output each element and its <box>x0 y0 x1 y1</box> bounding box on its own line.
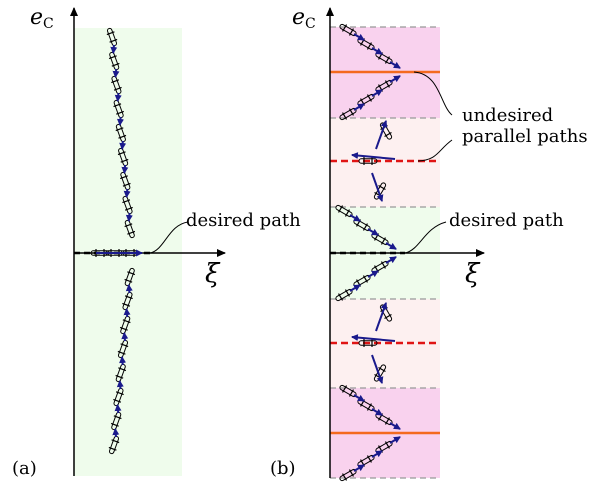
a-upper-arrow-3 <box>123 188 131 198</box>
panel-a-y-axis-label: eC <box>30 5 54 32</box>
b-red1-arrow-left <box>351 152 396 160</box>
a-upper-vehicle-5 <box>115 123 127 143</box>
b-red1-vehicle <box>358 157 378 165</box>
panel-a-vehicle-traces <box>90 27 143 455</box>
panel-b-annotation-undesired-1: undesired <box>462 105 553 126</box>
b-bot-up-arrow-1 <box>389 422 401 430</box>
b-bot-up-arrow-2 <box>371 408 383 416</box>
a-upper-arrow-8 <box>112 68 120 78</box>
b-top-down-arrow-3 <box>353 103 365 111</box>
a-upper-arrow-6 <box>116 116 124 126</box>
a-lower-arrow-8 <box>112 428 120 438</box>
a-lower-arrow-6 <box>116 380 124 390</box>
a-lower-arrow-3 <box>123 308 131 318</box>
b-mid-up-arrow-1 <box>385 242 397 250</box>
panel-a-tag: (a) <box>12 458 37 479</box>
a-upper-arrow-5 <box>119 140 127 150</box>
panel-b-annotation-desired: desired path <box>449 210 564 231</box>
a-lower-arrow-2 <box>125 284 133 294</box>
a-upper-arrow-9 <box>110 44 118 54</box>
b-top-up-arrow-3 <box>353 33 365 41</box>
b-red2-arrow-up <box>375 302 388 332</box>
b-mid-down-arrow-2 <box>367 270 379 278</box>
a-upper-arrow-2 <box>125 212 133 222</box>
b-top-down-arrow-1 <box>389 75 401 83</box>
panel-b-annotation-undesired-2: parallel paths <box>462 126 588 147</box>
b-bot-down-arrow-2 <box>371 450 383 458</box>
b-top-up-arrow-2 <box>371 47 383 55</box>
b-mid-up-arrow-3 <box>349 214 361 222</box>
a-upper-arrow-4 <box>121 164 129 174</box>
panel-b-undesired-leader <box>413 71 453 162</box>
b-mid-up-arrow-2 <box>367 228 379 236</box>
b-top-up-arrow-1 <box>389 61 401 69</box>
panel-a-annotation: desired path <box>186 210 301 231</box>
panel-b-x-axis-label: ξ <box>465 259 481 289</box>
panel-b-boundaries <box>330 26 440 479</box>
panel-a-x-axis-label: ξ <box>205 259 221 289</box>
b-bot-up-arrow-3 <box>353 394 365 402</box>
a-upper-arrow-7 <box>114 92 122 102</box>
b-top-down-arrow-2 <box>371 89 383 97</box>
a-lower-arrow-4 <box>121 332 129 342</box>
b-mid-down-arrow-3 <box>349 284 361 292</box>
b-bot-down-arrow-1 <box>389 436 401 444</box>
b-red2-arrow-left <box>351 334 396 342</box>
a-lower-vehicle-4 <box>117 339 129 359</box>
b-red1-arrow-up <box>375 120 388 150</box>
a-lower-vehicle-8 <box>108 435 120 455</box>
panel-b: undesired parallel paths desired path eC… <box>270 5 588 482</box>
b-red2-vehicle <box>358 339 378 347</box>
panel-b-band-light-pink-1 <box>330 118 440 207</box>
b-red1-arrow-down <box>371 172 384 202</box>
b-red2-arrow-down <box>371 354 384 384</box>
a-upper-vehicle-9 <box>106 27 118 47</box>
b-mid-down-arrow-1 <box>385 256 397 264</box>
panel-b-vehicle-traces <box>335 23 401 482</box>
panel-b-desired-leader <box>404 221 447 254</box>
a-lower-arrow-7 <box>114 404 122 414</box>
a-upper-vehicle-8 <box>108 51 120 71</box>
a-lower-arrow-5 <box>119 356 127 366</box>
panel-a: desired path eC ξ (a) <box>12 5 301 479</box>
b-bot-down-arrow-3 <box>353 464 365 472</box>
panel-a-annotation-leader <box>149 221 189 254</box>
panel-b-y-axis-label: eC <box>292 5 316 32</box>
panel-b-tag: (b) <box>270 458 296 479</box>
